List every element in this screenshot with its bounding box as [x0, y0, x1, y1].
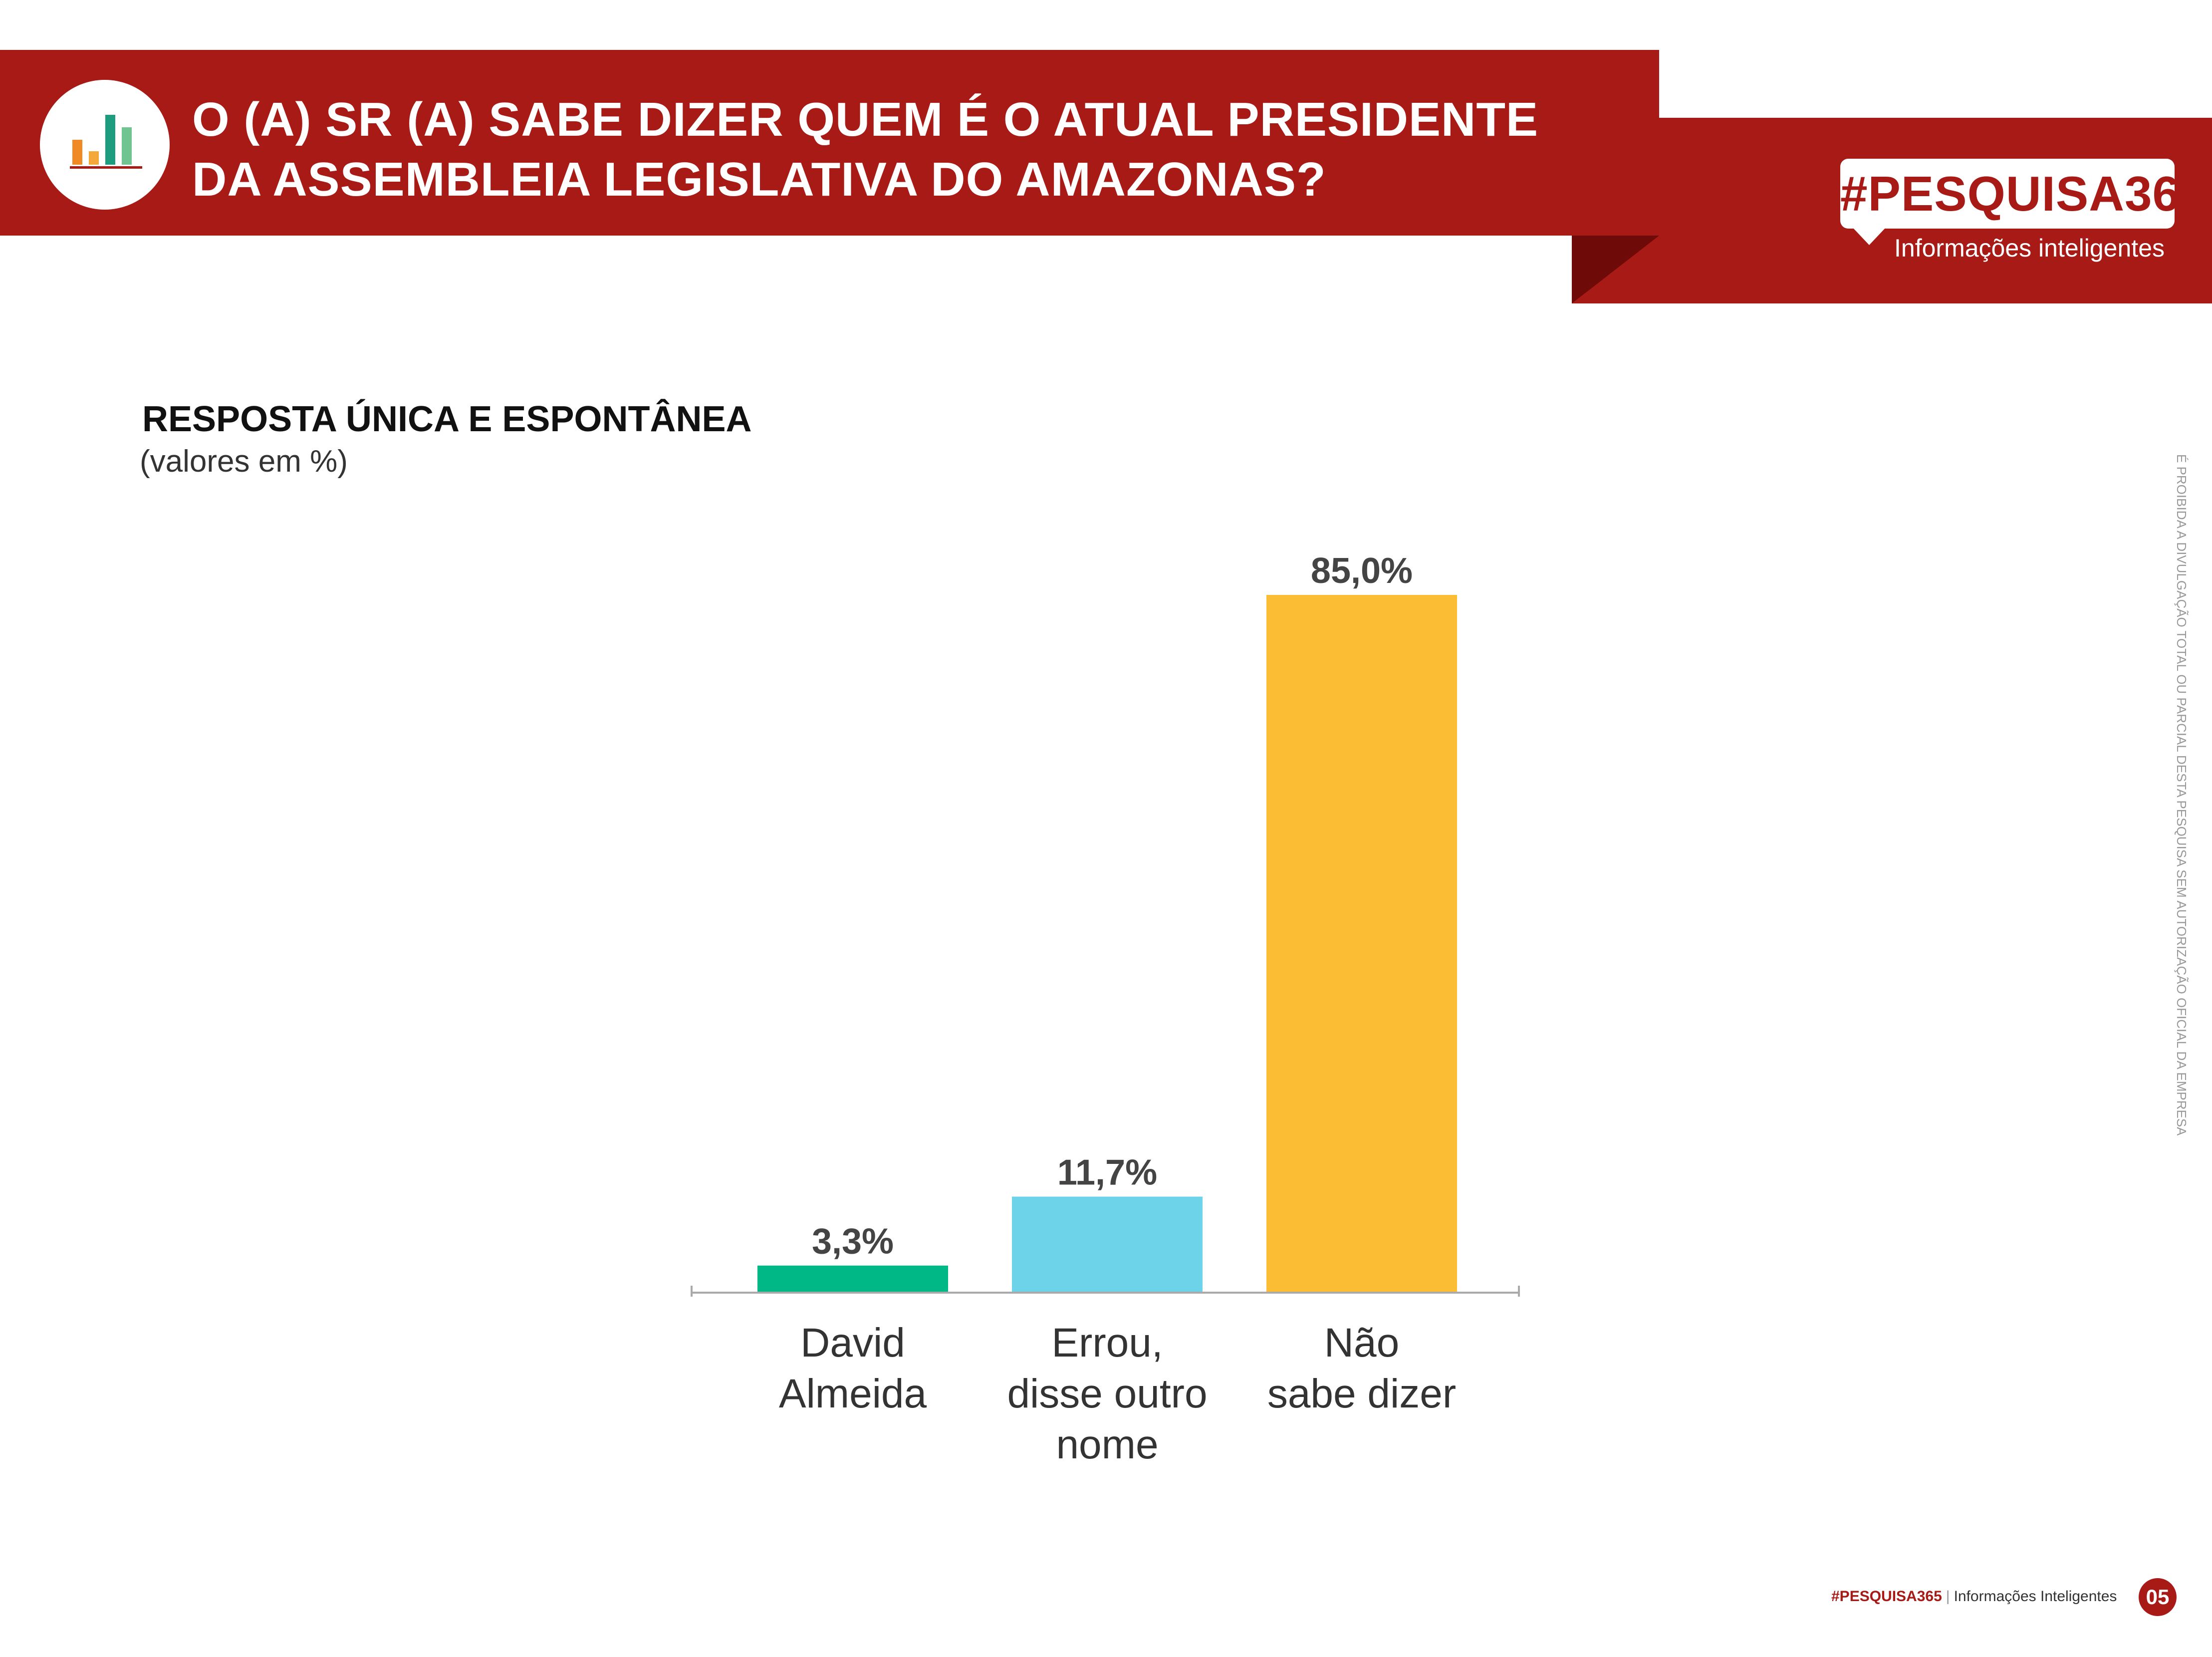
- chart-subtitle: (valores em %): [140, 444, 348, 479]
- data-label-2: 11,7%: [1057, 1153, 1157, 1193]
- bar-1: [757, 1265, 948, 1293]
- category-label-line: Errou,: [1051, 1320, 1163, 1366]
- header-band: [0, 50, 1659, 236]
- category-label-line: sabe dizer: [1267, 1371, 1456, 1416]
- page-number: 05: [2139, 1578, 2177, 1616]
- category-label-line: disse outro: [1007, 1371, 1207, 1416]
- category-label-2: Errou, disse outro nome: [1007, 1320, 1207, 1467]
- footer-tagline: Informações Inteligentes: [1954, 1588, 2117, 1605]
- data-label-3: 85,0%: [1311, 551, 1413, 591]
- category-label-3: Não sabe dizer: [1267, 1320, 1456, 1416]
- bar-2: [1012, 1196, 1203, 1293]
- brand-tagline: Informações inteligentes: [1894, 234, 2165, 262]
- footer-brand: #PESQUISA365: [1831, 1588, 1942, 1605]
- footer-separator: |: [1946, 1588, 1950, 1605]
- brand-bubble-tail: [1852, 227, 1886, 245]
- logo-circle: [40, 80, 170, 210]
- ribbon-fold: [1572, 236, 1659, 303]
- category-label-line: David: [800, 1320, 905, 1366]
- category-label-line: Não: [1324, 1320, 1399, 1366]
- category-label-line: nome: [1056, 1422, 1158, 1467]
- category-label-1: David Almeida: [779, 1320, 927, 1416]
- data-label-1: 3,3%: [812, 1222, 894, 1262]
- bar-3: [1266, 595, 1457, 1293]
- title-line-2: DA ASSEMBLEIA LEGISLATIVA DO AMAZONAS?: [192, 153, 1326, 206]
- side-note-text: É PROIBIDA A DIVULGAÇÃO TOTAL OU PARCIAL…: [2174, 454, 2189, 1136]
- bar-chart-icon: [70, 115, 142, 169]
- brand-name: #PESQUISA365: [1840, 166, 2208, 221]
- category-label-line: Almeida: [779, 1371, 927, 1416]
- side-note: É PROIBIDA A DIVULGAÇÃO TOTAL OU PARCIAL…: [2174, 454, 2189, 1136]
- title-line-1: O (A) SR (A) SABE DIZER QUEM É O ATUAL P…: [192, 93, 1538, 146]
- chart-title: RESPOSTA ÚNICA E ESPONTÂNEA: [142, 399, 752, 439]
- bars-layer: 3,3% David Almeida 11,7% Errou, disse outro no…: [757, 551, 1457, 1467]
- brand-bubble: [1840, 159, 2175, 229]
- page-title: O (A) SR (A) SABE DIZER QUEM É O ATUAL P…: [192, 90, 1539, 210]
- footer: #PESQUISA365 | Informações Inteligentes: [1831, 1579, 2117, 1614]
